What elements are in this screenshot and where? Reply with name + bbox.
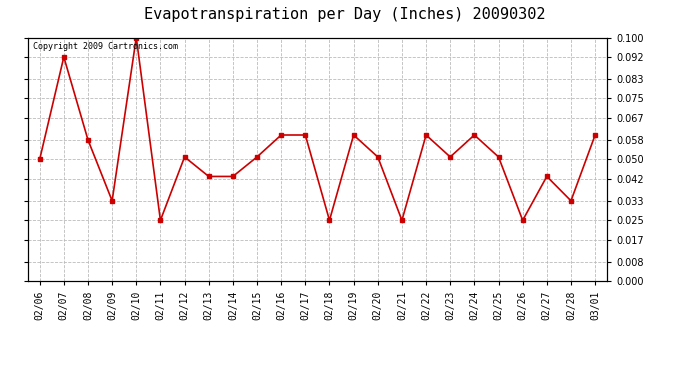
Text: Copyright 2009 Cartronics.com: Copyright 2009 Cartronics.com (33, 42, 179, 51)
Text: Evapotranspiration per Day (Inches) 20090302: Evapotranspiration per Day (Inches) 2009… (144, 8, 546, 22)
